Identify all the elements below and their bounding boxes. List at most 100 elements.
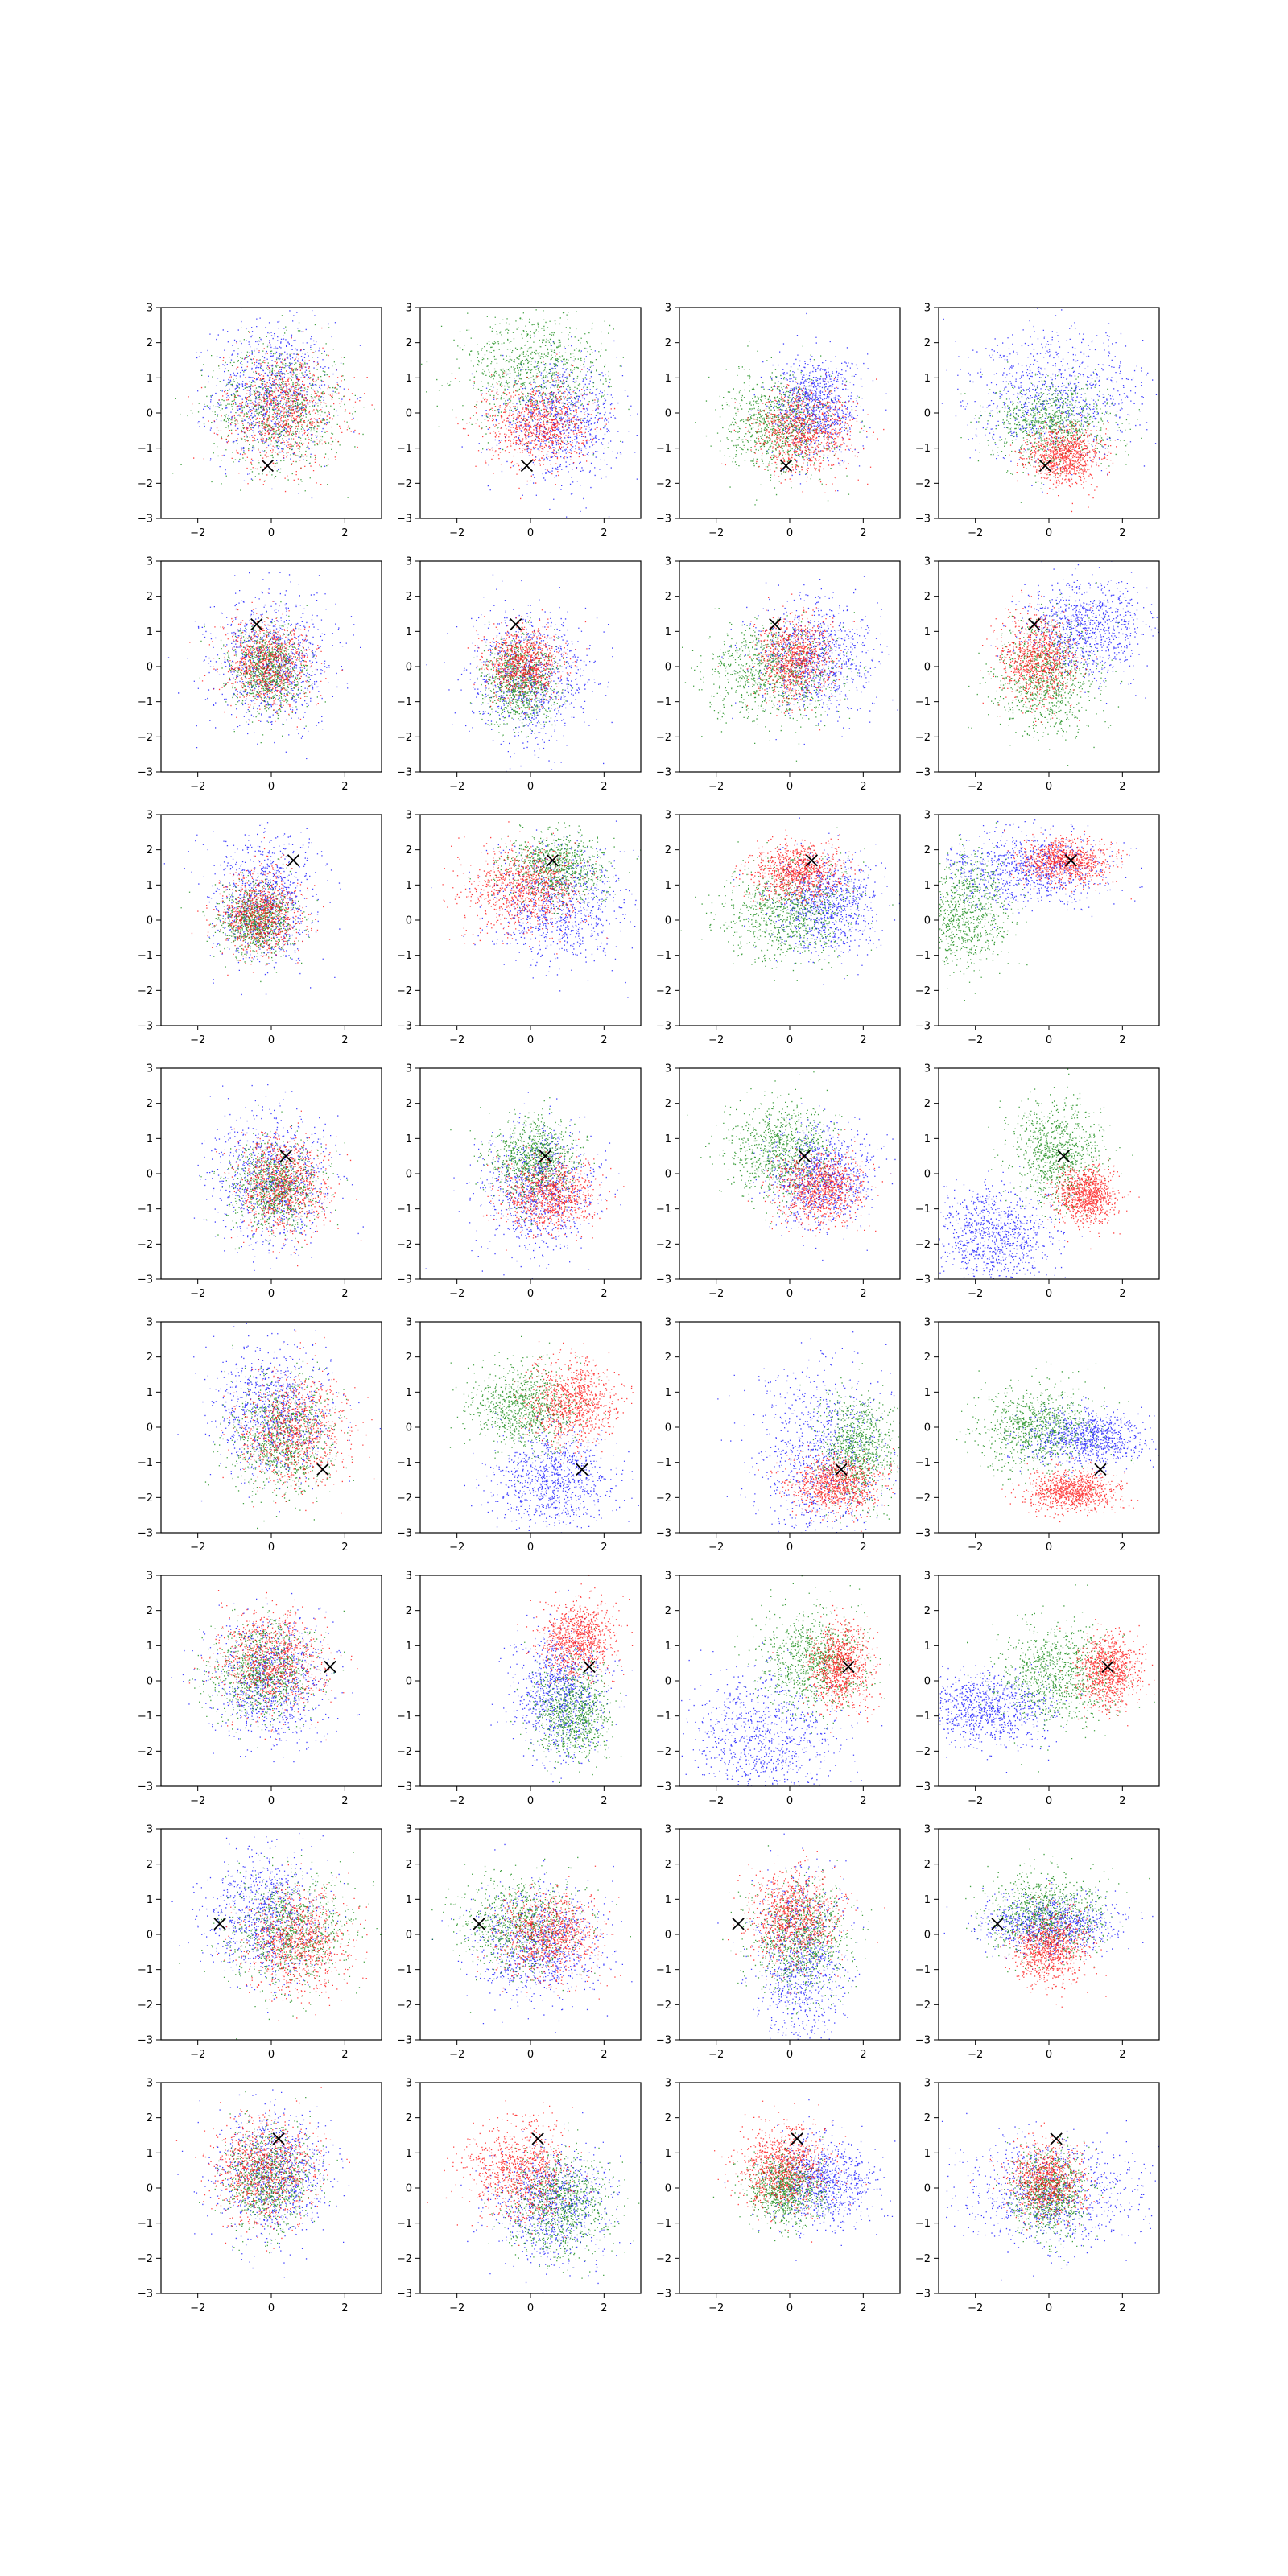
x-tick-label: 0 [1046, 781, 1052, 793]
x-tick-label: 2 [341, 1034, 348, 1046]
x-marker [539, 1150, 551, 1162]
axes-frame [938, 307, 1160, 519]
x-tick-label: 2 [341, 2049, 348, 2061]
subplot-r7-c3: −2 0 2 −3 −2 −1 0 1 2 3 [656, 1824, 901, 2061]
x-tick-label: 2 [1119, 1542, 1125, 1554]
y-tick-label: 3 [924, 1063, 931, 1075]
scatter-points-blue [679, 1642, 883, 1786]
scatter-points-blue [939, 1166, 1083, 1279]
x-marker [1028, 617, 1041, 631]
x-tick-label: 0 [786, 781, 793, 793]
x-tick-label: −2 [449, 2302, 464, 2314]
x-tick-label: 0 [786, 527, 793, 539]
y-tick-label: 0 [924, 1676, 931, 1688]
y-tick-label: 2 [147, 1605, 153, 1617]
x-marker [583, 1660, 596, 1674]
subplot-r2-c1: −2 0 2 −3 −2 −1 0 1 2 3 [138, 556, 382, 793]
y-tick-label: −1 [915, 1203, 931, 1216]
scatter-points-green [956, 1361, 1133, 1494]
y-tick-label: −2 [397, 985, 412, 997]
series-red [728, 1849, 886, 1994]
y-tick-label: −3 [915, 1781, 931, 1794]
y-tick-label: 2 [147, 1098, 153, 1110]
series-red [217, 1863, 368, 2021]
series-blue [939, 1166, 1083, 1279]
scatter-points-red [175, 2087, 350, 2252]
subplot-r8-c2: −2 0 2 −3 −2 −1 0 1 2 3 [397, 2078, 642, 2314]
y-tick-label: −2 [138, 1492, 153, 1505]
y-tick-label: −1 [656, 1711, 671, 1723]
x-tick-label: 0 [786, 2049, 793, 2061]
y-tick-label: 1 [406, 880, 412, 892]
y-tick-label: 3 [665, 1317, 671, 1329]
y-tick-label: 3 [406, 303, 412, 315]
series-red [517, 1575, 634, 1699]
y-tick-label: −2 [915, 1239, 931, 1251]
y-tick-label: 1 [665, 626, 671, 638]
y-tick-label: −2 [397, 2000, 412, 2012]
x-tick-label: 2 [601, 1034, 607, 1046]
series-red [1058, 1619, 1155, 1728]
subplot-r2-c3: −2 0 2 −3 −2 −1 0 1 2 3 [656, 556, 901, 793]
y-tick-label: 0 [406, 1930, 412, 1942]
x-tick-label: 0 [268, 1795, 275, 1807]
series-green [179, 1852, 382, 2040]
y-tick-label: −2 [397, 478, 412, 490]
x-tick-label: 0 [268, 2302, 275, 2314]
y-tick-label: 0 [406, 1169, 412, 1181]
y-tick-label: −3 [397, 1528, 412, 1540]
subplot-r3-c1: −2 0 2 −3 −2 −1 0 1 2 3 [138, 810, 382, 1046]
scatter-points-red [216, 1110, 362, 1267]
y-tick-label: 2 [924, 591, 931, 603]
x-tick-label: 0 [268, 527, 275, 539]
subplot-r1-c2: −2 0 2 −3 −2 −1 0 1 2 3 [397, 303, 642, 539]
x-tick-label: 0 [1046, 1795, 1052, 1807]
series-blue [431, 820, 639, 998]
y-tick-label: −2 [656, 1746, 671, 1758]
scatter-points-red [517, 1575, 634, 1699]
y-tick-label: −3 [397, 1781, 412, 1794]
y-tick-label: −3 [656, 514, 671, 526]
scatter-points-red [1009, 413, 1117, 513]
x-marker [842, 1660, 855, 1674]
x-marker [1050, 2132, 1063, 2145]
y-tick-label: −3 [397, 767, 412, 779]
y-tick-label: 0 [406, 1422, 412, 1435]
y-tick-label: −1 [138, 1457, 153, 1469]
x-tick-label: 0 [527, 1542, 534, 1554]
scatter-points-red [482, 1138, 625, 1251]
y-tick-label: −1 [397, 696, 412, 708]
y-tick-label: 1 [406, 1894, 412, 1906]
x-tick-label: 0 [786, 1034, 793, 1046]
x-tick-label: 0 [1046, 527, 1052, 539]
x-marker [991, 1918, 1004, 1930]
subplot-r5-c4: −2 0 2 −3 −2 −1 0 1 2 3 [915, 1317, 1160, 1554]
scatter-points-green [682, 608, 867, 762]
subplot-r1-c4: −2 0 2 −3 −2 −1 0 1 2 3 [915, 303, 1160, 539]
x-tick-label: 2 [860, 1288, 866, 1300]
y-tick-label: −1 [915, 950, 931, 962]
x-tick-label: 2 [341, 527, 348, 539]
y-tick-label: 0 [924, 1930, 931, 1942]
x-tick-label: −2 [968, 1795, 983, 1807]
x-tick-label: −2 [449, 527, 464, 539]
axes-frame [938, 1067, 1160, 1280]
y-tick-label: 0 [924, 662, 931, 674]
y-tick-label: 2 [147, 844, 153, 857]
scatter-points-red [732, 829, 862, 914]
scatter-points-blue [733, 817, 900, 985]
x-tick-label: −2 [190, 1288, 205, 1300]
y-tick-label: 3 [665, 303, 671, 315]
series-green [967, 1584, 1155, 1773]
y-tick-label: −1 [656, 950, 671, 962]
x-tick-label: −2 [190, 1795, 205, 1807]
x-tick-label: 0 [786, 1542, 793, 1554]
y-tick-label: 1 [406, 2148, 412, 2160]
y-tick-label: 0 [665, 1930, 671, 1942]
y-tick-label: −2 [138, 2000, 153, 2012]
axes-frame [679, 1321, 901, 1534]
series-red [999, 1883, 1107, 2008]
subplot-r3-c4: −2 0 2 −3 −2 −1 0 1 2 3 [915, 810, 1160, 1046]
series-green [734, 1575, 890, 1734]
y-tick-label: 3 [924, 810, 931, 822]
